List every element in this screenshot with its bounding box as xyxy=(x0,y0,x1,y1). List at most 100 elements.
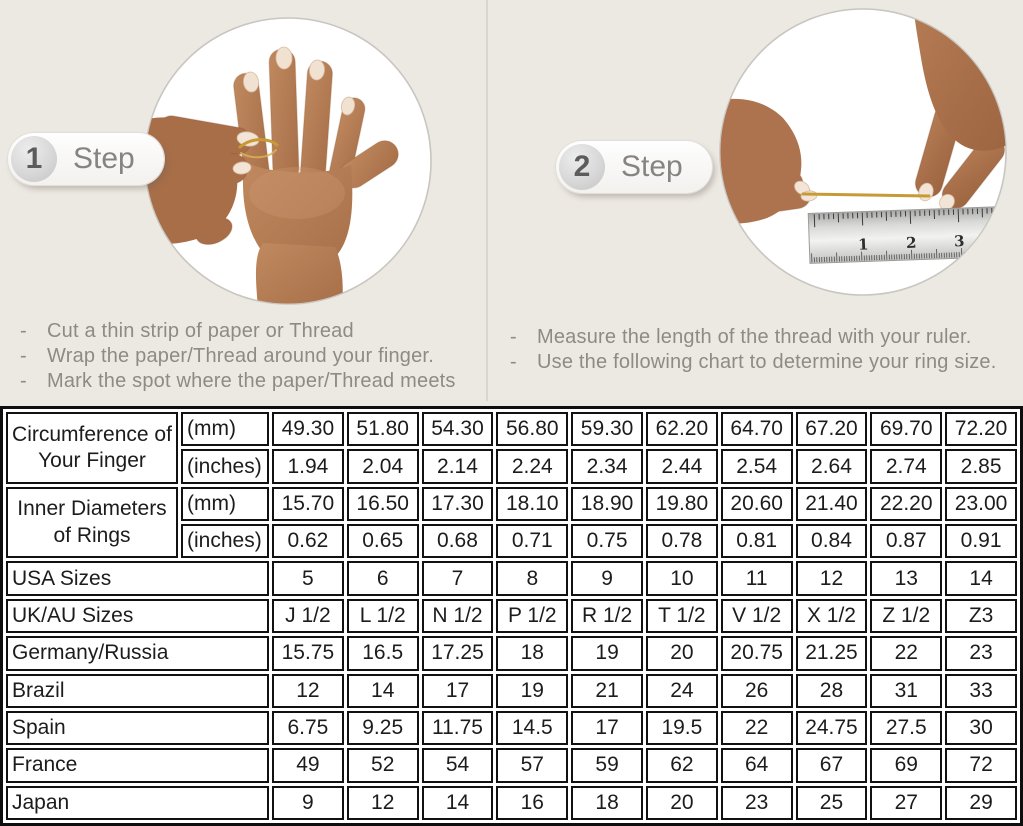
unit-label: (mm) xyxy=(181,412,269,447)
chart-row: (inches) 1.94 2.04 2.14 2.24 2.34 2.44 2.54 2.64… xyxy=(6,449,1017,484)
size-value-cell: 11.75 xyxy=(421,710,494,746)
ruler-number-1: 1 xyxy=(858,235,869,253)
size-value-cell: 16.5 xyxy=(346,636,419,671)
ring-size-chart: Circumference of Your Finger (mm) 49.30 51.… xyxy=(0,406,1023,826)
size-value-cell: 19 xyxy=(571,636,643,671)
size-value-cell: 0.71 xyxy=(496,524,569,559)
size-value-cell: 64 xyxy=(720,748,793,783)
chart-row: Circumference of Your Finger (mm) 49.30 51.… xyxy=(6,412,1017,484)
size-value-cell: 23.00 xyxy=(945,486,1017,522)
instruction-line: - Cut a thin strip of paper or Thread xyxy=(20,319,456,344)
size-value-cell: 14 xyxy=(945,561,1017,596)
size-value-cell: 72 xyxy=(945,748,1017,783)
size-value-cell: 21.40 xyxy=(795,486,868,522)
size-value-cell: 16.50 xyxy=(346,486,419,522)
size-value-cell: 64.70 xyxy=(720,412,793,447)
size-value-cell: 10 xyxy=(645,561,718,596)
size-value-cell: 2.85 xyxy=(945,449,1017,484)
chart-row: UK/AU Sizes J 1/2 L 1/2 N 1/2 P 1/2 R 1/2 T 1/… xyxy=(6,598,1017,634)
size-value-cell: 22 xyxy=(720,710,793,746)
chart-row: Spain 6.75 9.25 11.75 14.5 17 19.5 22 24.75 27.5 3… xyxy=(6,710,1017,746)
size-value-cell: 0.91 xyxy=(945,524,1017,559)
size-value-cell: N 1/2 xyxy=(421,598,494,634)
size-value-cell: T 1/2 xyxy=(645,598,718,634)
size-value-cell: 31 xyxy=(870,673,943,708)
size-value-cell: 18.10 xyxy=(496,486,569,522)
size-value-cell: 54 xyxy=(421,748,494,783)
size-value-cell: 49.30 xyxy=(272,412,344,447)
size-value-cell: 59 xyxy=(571,748,643,783)
size-value-cell: 2.24 xyxy=(496,449,569,484)
step-1-instructions: - Cut a thin strip of paper or Thread - Wra… xyxy=(20,319,456,394)
size-value-cell: 62 xyxy=(645,748,718,783)
size-value-cell: 67 xyxy=(795,748,868,783)
size-value-cell: 11 xyxy=(720,561,793,596)
size-value-cell: L 1/2 xyxy=(346,598,419,634)
size-value-cell: Z 1/2 xyxy=(870,598,943,634)
size-value-cell: 0.62 xyxy=(272,524,344,559)
size-value-cell: 6 xyxy=(346,561,419,596)
hand-with-thread-photo xyxy=(144,17,432,305)
bullet-dash: - xyxy=(20,370,27,392)
size-value-cell: 2.34 xyxy=(571,449,643,484)
bullet-dash: - xyxy=(20,320,27,342)
ring-size-table: Circumference of Your Finger (mm) 49.30 51.… xyxy=(3,409,1020,823)
size-value-cell: 17 xyxy=(421,673,494,708)
size-value-cell: 69 xyxy=(870,748,943,783)
size-value-cell: 13 xyxy=(870,561,943,596)
size-value-cell: 17.30 xyxy=(421,486,494,522)
size-value-cell: 22 xyxy=(870,636,943,671)
instruction-text: Cut a thin strip of paper or Thread xyxy=(47,320,354,342)
measurement-group-label: Inner Diameters of Rings xyxy=(6,486,178,559)
step-2-label: Step xyxy=(621,150,683,183)
size-value-cell: 12 xyxy=(346,785,419,820)
panel-divider xyxy=(486,0,488,401)
size-value-cell: 20.60 xyxy=(720,486,793,522)
size-value-cell: 18 xyxy=(496,636,569,671)
chart-row: Japan 9 12 14 16 18 20 23 25 27 29 xyxy=(6,785,1017,820)
size-value-cell: 24.75 xyxy=(795,710,868,746)
gold-thread xyxy=(238,138,279,159)
size-value-cell: 2.44 xyxy=(645,449,718,484)
chart-row: Brazil 12 14 17 19 21 24 26 28 31 33 xyxy=(6,673,1017,708)
instruction-text: Mark the spot where the paper/Thread mee… xyxy=(47,370,456,392)
bullet-dash: - xyxy=(510,351,517,373)
step-1-number: 1 xyxy=(11,136,57,182)
size-value-cell: 0.81 xyxy=(720,524,793,559)
helper-hand xyxy=(145,115,252,246)
size-value-cell: 12 xyxy=(795,561,868,596)
unit-label: (inches) xyxy=(181,449,269,484)
size-value-cell: 23 xyxy=(720,785,793,820)
size-value-cell: V 1/2 xyxy=(720,598,793,634)
size-value-cell: X 1/2 xyxy=(795,598,868,634)
step-1-badge: 1 Step xyxy=(8,133,164,185)
fingernails xyxy=(243,46,356,116)
size-value-cell: 62.20 xyxy=(645,412,718,447)
size-value-cell: 1.94 xyxy=(272,449,344,484)
unit-label: (mm) xyxy=(181,486,269,522)
size-value-cell: 15.75 xyxy=(272,636,344,671)
chart-row: Germany/Russia 15.75 16.5 17.25 18 19 20 20.75 2… xyxy=(6,636,1017,671)
size-value-cell: 20.75 xyxy=(720,636,793,671)
size-value-cell: 14.5 xyxy=(496,710,569,746)
instruction-text: Wrap the paper/Thread around your finger… xyxy=(47,345,434,367)
measuring-thread-with-ruler-photo: 1 2 3 xyxy=(719,8,1007,296)
size-value-cell: 21.25 xyxy=(795,636,868,671)
size-value-cell: 0.65 xyxy=(346,524,419,559)
size-value-cell: 29 xyxy=(945,785,1017,820)
size-value-cell: 28 xyxy=(795,673,868,708)
size-value-cell: 17.25 xyxy=(421,636,494,671)
size-system-label: UK/AU Sizes xyxy=(6,598,269,634)
size-value-cell: 21 xyxy=(571,673,643,708)
instruction-line: - Mark the spot where the paper/Thread me… xyxy=(20,369,456,394)
size-value-cell: 27 xyxy=(870,785,943,820)
size-value-cell: 0.68 xyxy=(421,524,494,559)
instruction-line: - Wrap the paper/Thread around your finge… xyxy=(20,344,456,369)
step-2-badge: 2 Step xyxy=(556,141,712,193)
size-value-cell: 17 xyxy=(571,710,643,746)
ruler-number-2: 2 xyxy=(906,234,917,252)
gold-thread xyxy=(801,192,931,198)
left-hand xyxy=(720,98,812,224)
size-value-cell: 0.84 xyxy=(795,524,868,559)
